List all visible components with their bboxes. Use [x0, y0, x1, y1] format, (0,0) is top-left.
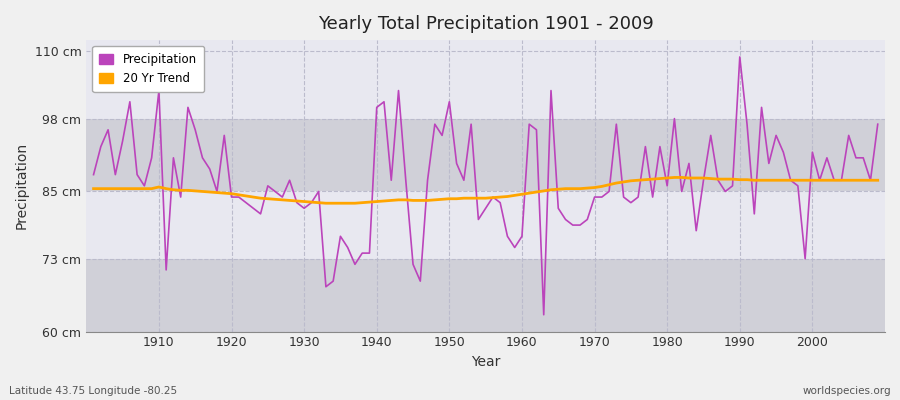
Bar: [86, 192, 885, 259]
Text: Latitude 43.75 Longitude -80.25: Latitude 43.75 Longitude -80.25: [9, 386, 177, 396]
Title: Yearly Total Precipitation 1901 - 2009: Yearly Total Precipitation 1901 - 2009: [318, 15, 653, 33]
Legend: Precipitation, 20 Yr Trend: Precipitation, 20 Yr Trend: [92, 46, 204, 92]
Bar: [86, 40, 885, 51]
X-axis label: Year: Year: [471, 355, 500, 369]
Bar: [86, 118, 885, 192]
Y-axis label: Precipitation: Precipitation: [15, 142, 29, 230]
Bar: [86, 51, 885, 118]
Text: worldspecies.org: worldspecies.org: [803, 386, 891, 396]
Bar: [86, 259, 885, 332]
